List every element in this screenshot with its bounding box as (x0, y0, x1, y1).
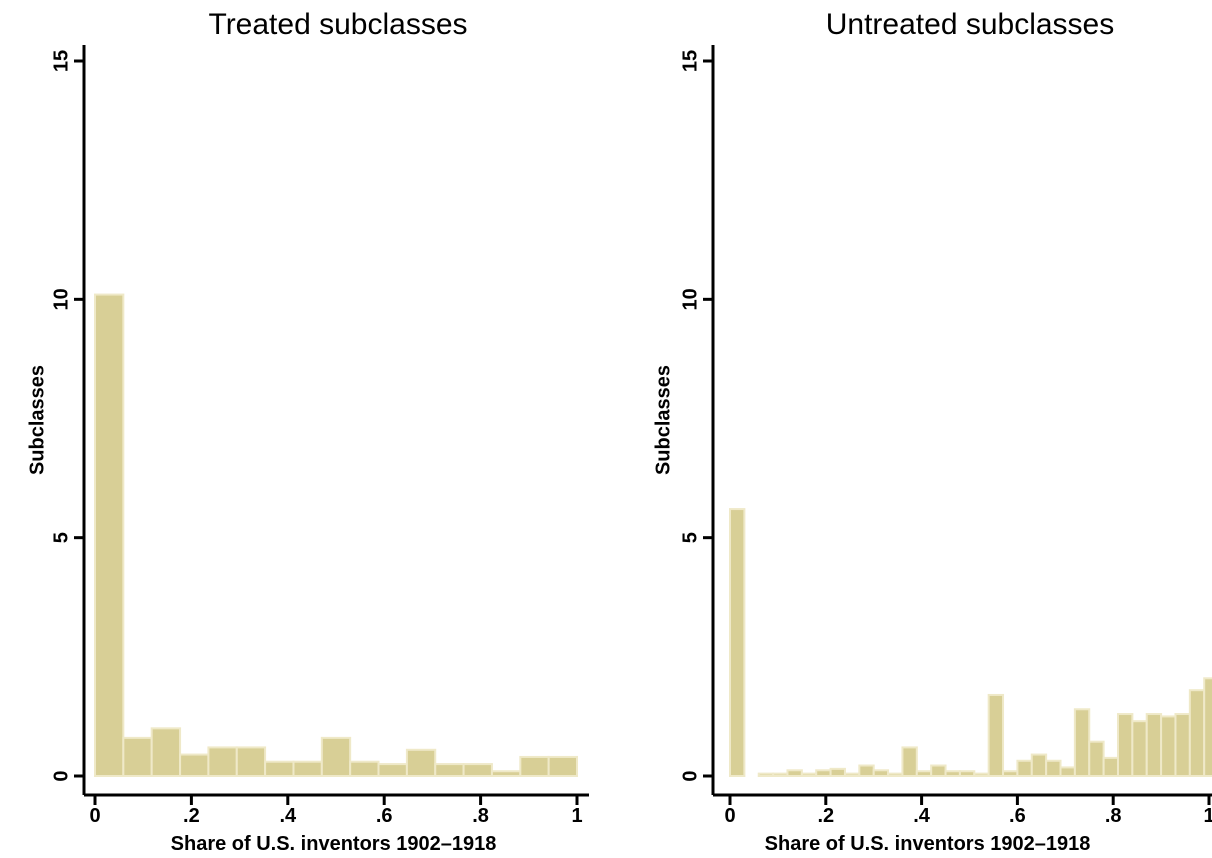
x-tick-label: 1 (571, 805, 582, 827)
bars-panel-1 (94, 293, 578, 778)
x-tick-label: .2 (817, 805, 834, 827)
histogram-bar (1059, 766, 1076, 777)
x-tick-label: .8 (472, 805, 489, 827)
y-tick-label: 15 (679, 50, 701, 72)
histogram-bar (377, 763, 408, 777)
histogram-bar (987, 693, 1005, 778)
histogram-bar (179, 753, 210, 777)
histogram-bar (207, 746, 238, 778)
histogram-bar (958, 770, 976, 778)
y-tick-label: 15 (50, 50, 72, 72)
histogram-bar (829, 767, 846, 777)
histogram-bar (462, 763, 493, 777)
histogram-bar (1188, 689, 1206, 778)
chart-title: Treated subclasses (208, 8, 467, 41)
chart-panel-1: 0 5 10 15 0 .2 .4 .6 .8 1 Treated subclasses Share … (26, 8, 589, 855)
histogram-bar (1131, 720, 1148, 778)
histogram-bar (1174, 713, 1191, 777)
y-tick-label: 0 (50, 770, 72, 781)
histogram-bar (1088, 740, 1105, 777)
histogram-bar (1073, 708, 1091, 777)
histogram-bar (729, 508, 746, 777)
histogram-bar (800, 772, 818, 777)
x-tick-label: 0 (724, 805, 735, 827)
x-axis-label: Share of U.S. inventors 1902–1918 (765, 833, 1091, 855)
histogram-bar (235, 746, 267, 778)
histogram-bar (944, 770, 961, 778)
histogram-bar (1160, 715, 1177, 778)
y-tick-label: 10 (679, 288, 701, 310)
x-tick-label: 0 (89, 805, 100, 827)
histogram-bar (915, 770, 933, 778)
histogram-bar (292, 760, 323, 778)
y-tick-label: 5 (50, 532, 72, 543)
x-axis-label: Share of U.S. inventors 1902–1918 (171, 833, 497, 855)
histogram-bar (1045, 759, 1062, 777)
x-tick-label: .2 (183, 805, 200, 827)
histogram-bar (858, 764, 875, 777)
histogram-bar (320, 736, 352, 777)
y-tick-label: 10 (50, 288, 72, 310)
x-tick-label: .4 (279, 805, 297, 827)
x-tick-label: .8 (1105, 805, 1122, 827)
histogram-bar (1002, 770, 1019, 778)
chart-title: Untreated subclasses (826, 8, 1115, 41)
x-tick-label: .6 (376, 805, 393, 827)
y-axis-label: Subclasses (26, 365, 48, 475)
histogram-bar (405, 748, 437, 777)
histogram-bar (264, 760, 295, 778)
histogram-bar (815, 769, 832, 778)
histogram-bar (519, 755, 550, 778)
histogram-bar (150, 727, 182, 777)
histogram-bar (1203, 677, 1212, 777)
histogram-bar (349, 760, 380, 778)
histogram-bar (887, 772, 904, 777)
histogram-bar (1030, 753, 1048, 777)
y-axis-label: Subclasses (652, 365, 674, 475)
histogram-bar (757, 772, 775, 777)
histogram-bar (843, 772, 861, 777)
bars-panel-2 (729, 508, 1212, 778)
histogram-bar (94, 293, 125, 777)
x-tick-label: .6 (1009, 805, 1026, 827)
y-tick-label: 0 (679, 770, 701, 781)
histogram-bar (973, 772, 990, 777)
histogram-bar (547, 755, 578, 778)
histogram-bar (1102, 756, 1119, 777)
histogram-bar (786, 769, 803, 778)
x-tick-label: .4 (913, 805, 931, 827)
histogram-bar (1145, 713, 1163, 777)
histogram-bar (490, 770, 522, 778)
x-tick-label: 1 (1203, 805, 1212, 827)
chart-panel-2: 0 5 10 15 0 .2 .4 .6 .8 1 Untreated subclasses Shar… (652, 8, 1212, 855)
histogram-bar (122, 736, 153, 777)
histogram-bar (872, 769, 890, 778)
histogram-bar (930, 764, 947, 777)
histogram-bar (1116, 713, 1134, 777)
y-tick-label: 5 (679, 532, 701, 543)
histogram-bar (772, 772, 789, 777)
histogram-bar (1016, 759, 1033, 777)
histogram-bar (434, 763, 465, 777)
histogram-bar (901, 746, 918, 778)
